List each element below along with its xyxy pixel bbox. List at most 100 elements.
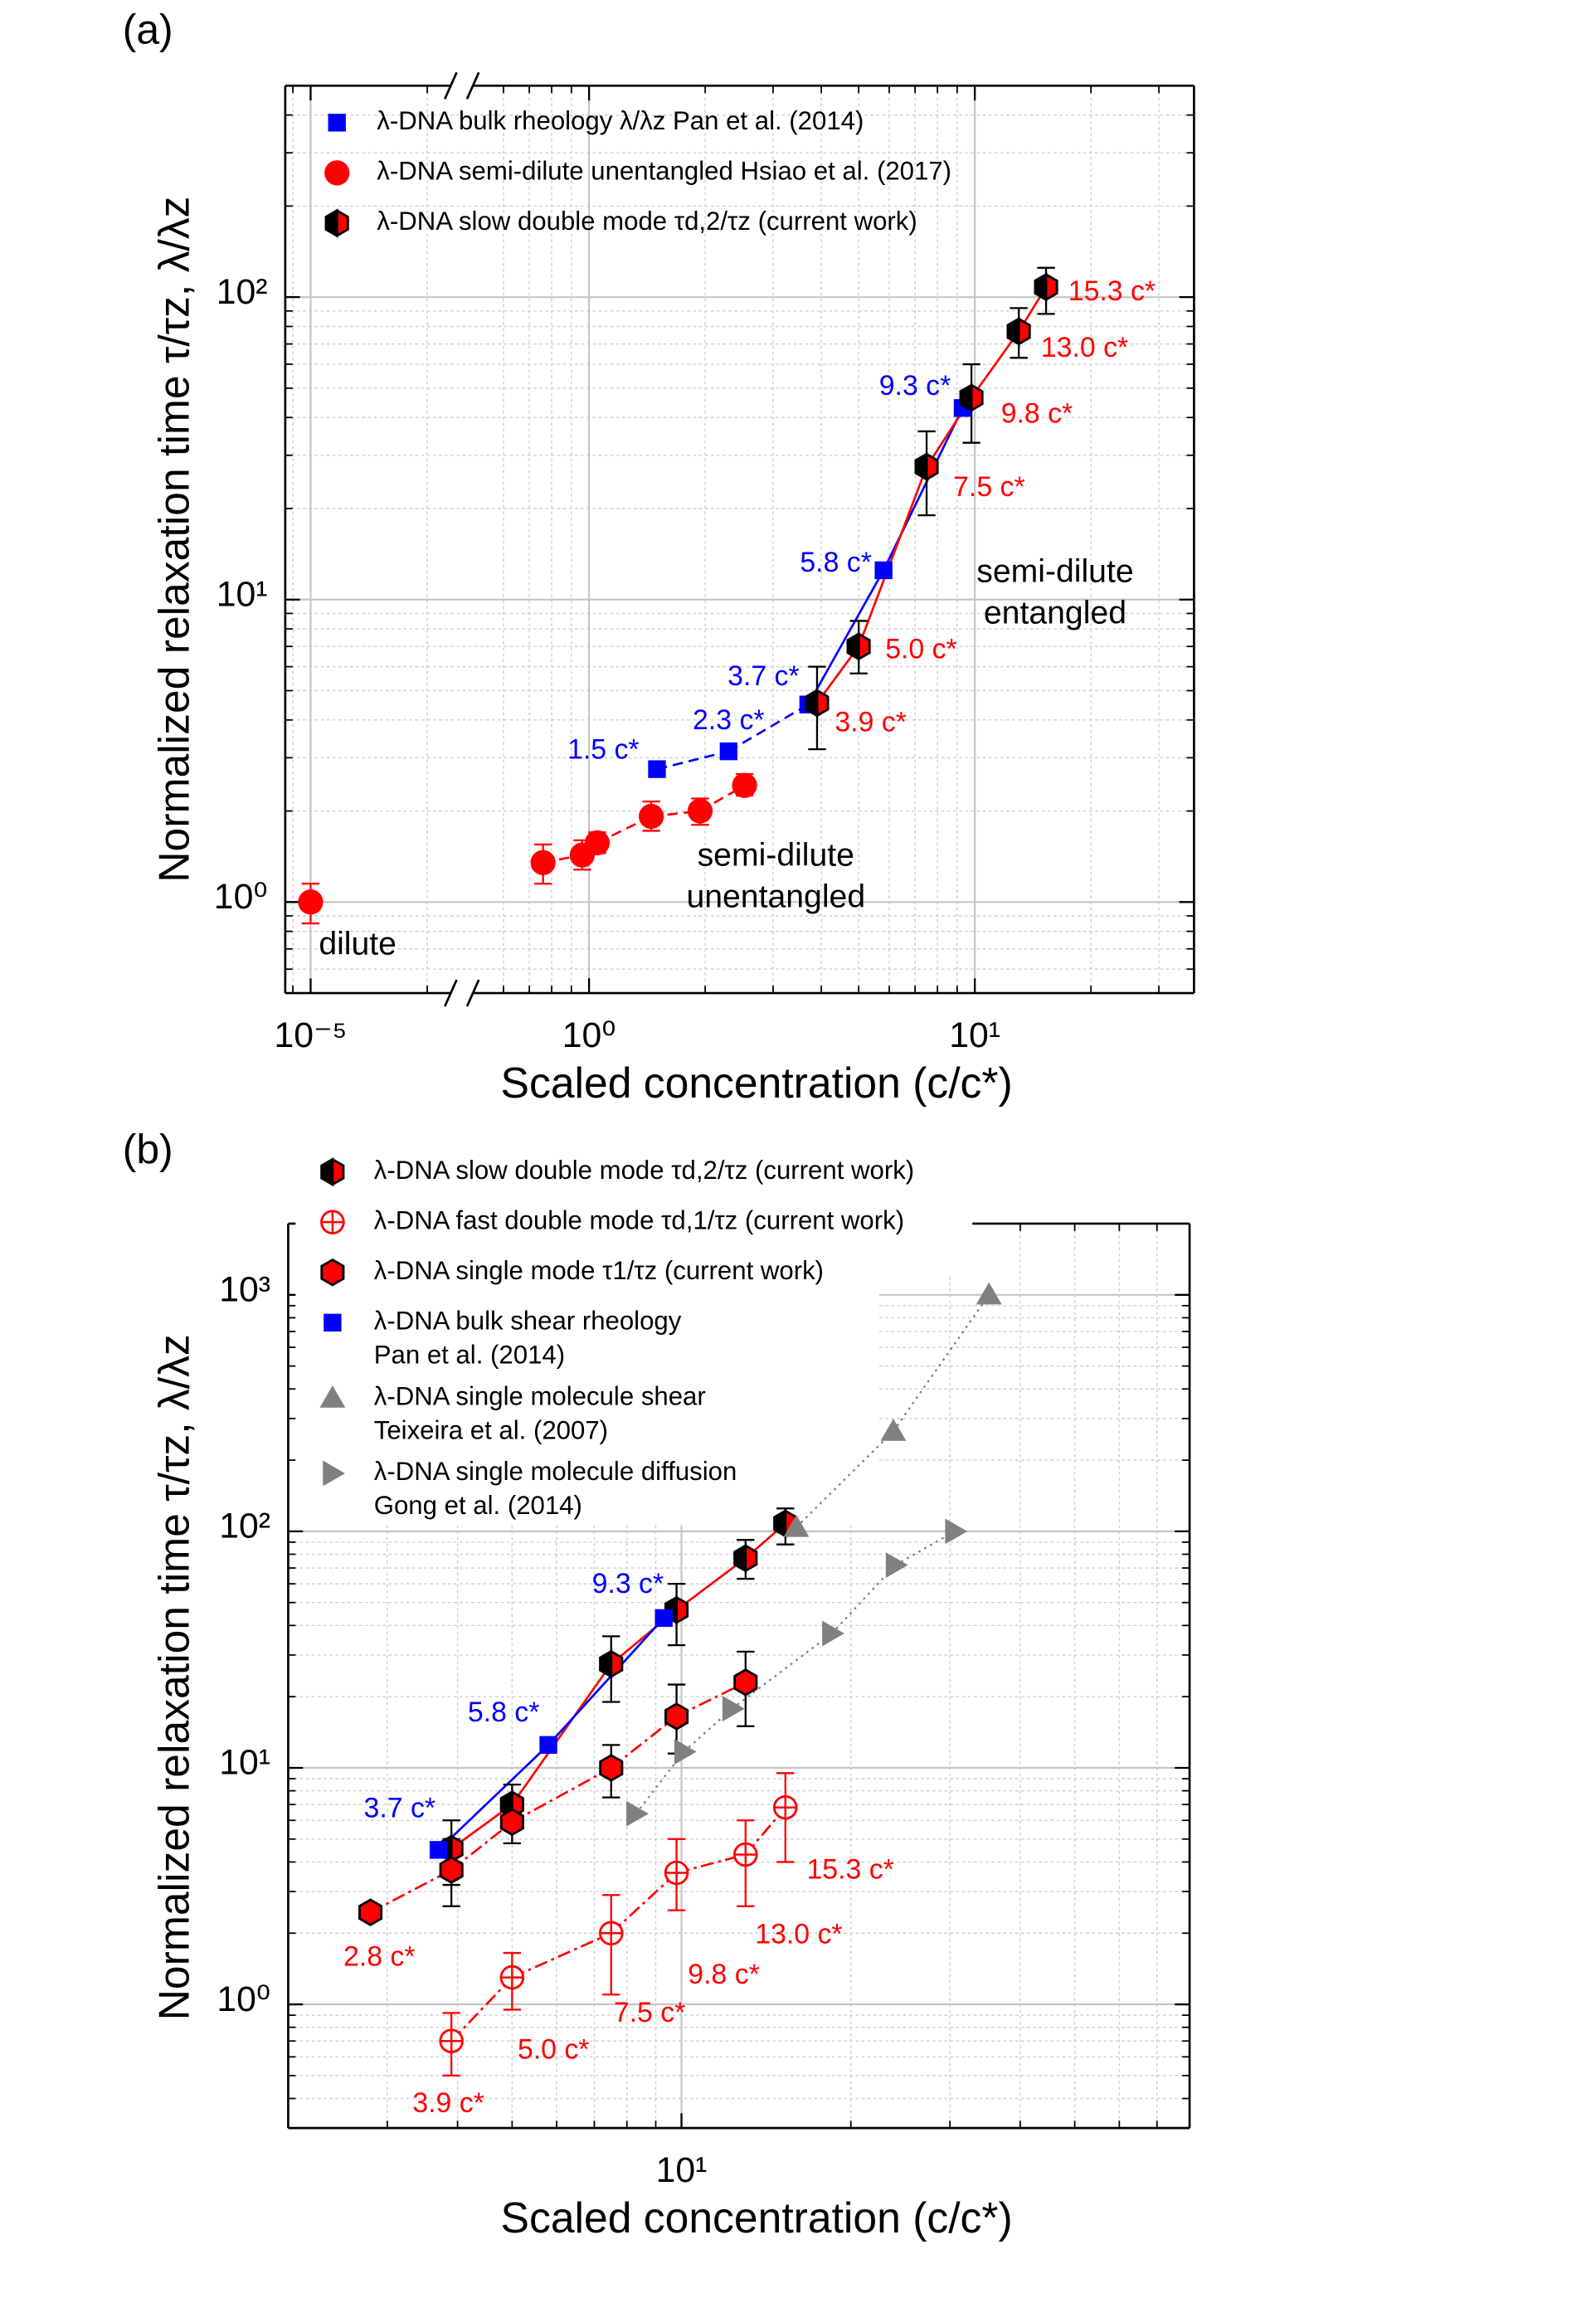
data-point (584, 830, 611, 856)
data-point (499, 1964, 525, 1990)
legend-marker (328, 114, 346, 132)
data-point (298, 889, 324, 915)
marker-shape (664, 1702, 689, 1731)
data-point (773, 1794, 798, 1820)
y-tick-label: 10¹ (219, 1743, 270, 1783)
x-tick-label: 10¹ (656, 2150, 708, 2190)
data-point (599, 1754, 624, 1782)
panel-label: (b) (123, 1127, 173, 1173)
point-label: 3.9 c* (834, 706, 907, 738)
point-label: 9.3 c* (592, 1568, 664, 1599)
series-line (437, 1744, 549, 1851)
marker-shape (324, 1313, 342, 1332)
annotation: dilute (319, 926, 397, 962)
data-point (783, 1514, 810, 1537)
data-point (719, 742, 738, 761)
x-tick-label: 10⁻⁵ (275, 1015, 348, 1055)
legend-label: Gong et al. (2014) (374, 1491, 582, 1520)
axis-break (465, 979, 480, 1007)
marker-shape (626, 1800, 649, 1827)
marker-shape (319, 1385, 346, 1408)
data-point (880, 1419, 907, 1441)
data-point (499, 1808, 524, 1837)
legend-label: λ-DNA bulk shear rheology (374, 1307, 682, 1336)
marker-shape (1006, 316, 1020, 347)
y-tick-label: 10² (217, 272, 268, 312)
point-label: 13.0 c* (1041, 332, 1128, 363)
series-line (656, 750, 729, 771)
point-label: 9.8 c* (688, 1959, 760, 1990)
series-line (894, 1530, 956, 1566)
marker-shape (599, 1754, 624, 1782)
marker-shape (324, 160, 350, 186)
marker-shape (599, 1649, 613, 1679)
y-tick-label: 10⁰ (217, 1979, 270, 2019)
x-axis-title: Scaled concentration (c/c*) (501, 2193, 1013, 2242)
data-point (722, 1696, 745, 1722)
marker-shape (439, 1856, 464, 1884)
series-line (731, 1633, 833, 1710)
data-point (648, 760, 666, 778)
marker-shape (732, 772, 757, 798)
data-point (358, 1898, 383, 1926)
legend-marker (324, 160, 350, 186)
series-line (450, 1976, 513, 2042)
series-line (547, 1617, 665, 1746)
data-point (654, 1609, 673, 1628)
data-point (598, 1921, 624, 1946)
marker-shape (822, 1620, 844, 1647)
series-line (796, 1430, 894, 1528)
legend-marker (323, 1460, 346, 1487)
chart-panel: 10⁻⁵ 10⁰ 10¹ 10⁰ 10¹ 10² 1.5 c* 2.3 c* 3.7 c* 5.8… (123, 6, 1195, 1107)
legend-label: λ-DNA single mode τ1/τz (current work) (374, 1256, 824, 1285)
point-label: 3.9 c* (412, 2087, 484, 2119)
marker-shape (880, 1419, 907, 1441)
legend-marker (324, 1313, 342, 1332)
legend-marker (320, 1157, 345, 1187)
y-tick-label: 10³ (219, 1270, 270, 1310)
data-point (687, 798, 713, 824)
marker-shape (773, 1508, 787, 1538)
x-tick-label: 10¹ (949, 1015, 1000, 1055)
marker-shape (429, 1841, 448, 1859)
legend-marker (320, 1258, 345, 1287)
marker-shape (320, 1157, 334, 1187)
axis-break (465, 71, 480, 100)
annotation: unentangled (686, 879, 865, 914)
data-point (914, 451, 939, 482)
marker-shape (846, 631, 860, 661)
y-tick-label: 10¹ (217, 574, 268, 614)
data-point (439, 1856, 464, 1884)
point-label: 15.3 c* (807, 1853, 894, 1885)
data-point (733, 1668, 758, 1697)
data-point (805, 688, 830, 718)
series-line (830, 1564, 897, 1634)
point-label: 3.7 c* (364, 1793, 436, 1824)
legend-label: λ-DNA bulk rheology λ/λz Pan et al. (201… (377, 106, 864, 135)
series-line (857, 466, 928, 647)
data-point (1006, 316, 1031, 347)
marker-shape (639, 803, 664, 830)
legend-label: Teixeira et al. (2007) (374, 1415, 608, 1444)
marker-shape (648, 760, 666, 778)
point-label: 9.3 c* (879, 370, 951, 402)
annotation: semi-dilute (698, 838, 854, 874)
series-line (970, 330, 1020, 399)
marker-shape (914, 451, 928, 482)
point-label: 5.8 c* (800, 547, 872, 578)
axis-break (444, 71, 458, 100)
legend-background (295, 1141, 973, 1274)
legend-label: λ-DNA semi-dilute unentangled Hsiao et a… (377, 157, 951, 186)
data-point (945, 1518, 968, 1545)
legend-marker (324, 208, 349, 238)
marker-shape (687, 798, 713, 824)
marker-shape (783, 1514, 810, 1537)
panel-label: (a) (123, 6, 173, 52)
data-point (732, 772, 757, 798)
x-axis-title: Scaled concentration (c/c*) (501, 1059, 1013, 1107)
point-label: 3.7 c* (727, 660, 800, 692)
point-label: 15.3 c* (1068, 275, 1156, 307)
data-point (959, 382, 984, 413)
point-label: 5.0 c* (518, 2034, 590, 2066)
annotation: entangled (984, 595, 1126, 630)
